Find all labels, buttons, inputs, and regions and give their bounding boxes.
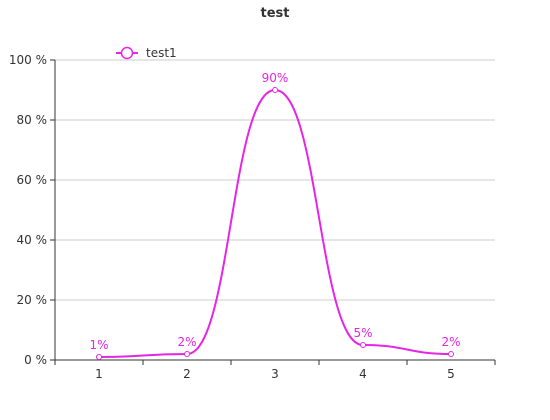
data-label: 5% xyxy=(353,326,372,340)
series-line xyxy=(98,88,452,358)
x-tick-label: 2 xyxy=(183,367,191,381)
data-label: 1% xyxy=(89,338,108,352)
y-tick-label: 20 % xyxy=(17,293,48,307)
y-tick-label: 100 % xyxy=(9,53,47,67)
data-label: 90% xyxy=(262,71,289,85)
legend-circle-icon xyxy=(120,46,134,60)
data-point[interactable] xyxy=(96,354,102,360)
legend[interactable]: test1 xyxy=(116,46,177,60)
y-tick-label: 80 % xyxy=(17,113,48,127)
data-point[interactable] xyxy=(184,351,190,357)
data-point[interactable] xyxy=(360,342,366,348)
legend-label: test1 xyxy=(146,46,177,60)
data-label: 2% xyxy=(177,335,196,349)
series-group: 1% 2% 90% 5% 2% xyxy=(89,71,461,360)
x-tick-label: 4 xyxy=(359,367,367,381)
x-tick-label: 3 xyxy=(271,367,279,381)
x-tick-label: 5 xyxy=(447,367,455,381)
axes: 0 % 20 % 40 % 60 % 80 % 100 % 1 2 3 4 5 xyxy=(9,53,496,381)
y-tick-label: 0 % xyxy=(24,353,47,367)
x-tick-label: 1 xyxy=(95,367,103,381)
y-tick-label: 60 % xyxy=(17,173,48,187)
y-tick-label: 40 % xyxy=(17,233,48,247)
data-point[interactable] xyxy=(448,351,454,357)
chart-title: test xyxy=(261,6,290,21)
data-label: 2% xyxy=(441,335,460,349)
grid-lines xyxy=(55,59,495,301)
data-point[interactable] xyxy=(272,87,278,93)
